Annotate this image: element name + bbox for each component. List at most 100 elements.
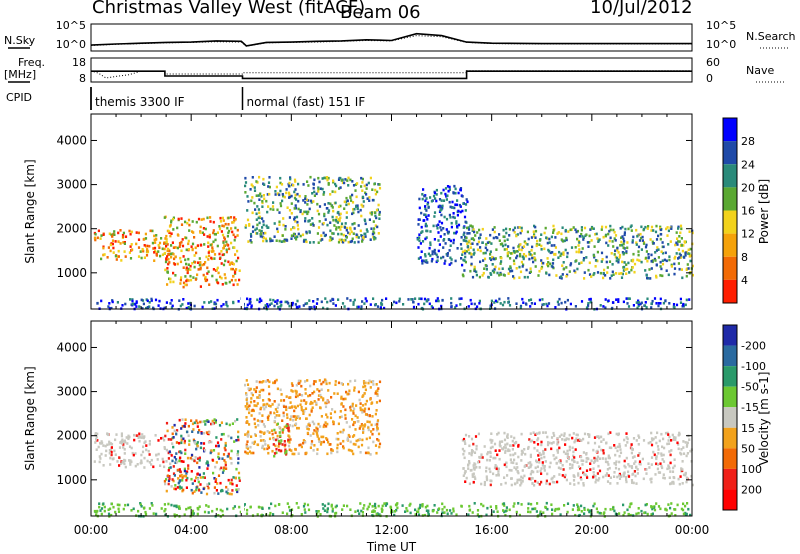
heat-cell — [429, 230, 432, 233]
heat-cell — [633, 270, 636, 274]
heat-cell — [185, 507, 188, 511]
heat-cell — [354, 379, 357, 382]
heat-cell — [635, 482, 638, 485]
heat-cell — [212, 220, 215, 224]
heat-cell — [604, 298, 607, 301]
heat-cell — [661, 259, 664, 262]
heat-cell — [424, 254, 427, 258]
heat-cell — [216, 266, 219, 270]
heat-cell — [438, 220, 441, 223]
heat-cell — [184, 220, 187, 224]
heat-cell — [647, 253, 650, 256]
heat-cell — [357, 236, 360, 239]
heat-cell — [316, 232, 319, 235]
heat-cell — [522, 245, 526, 248]
heat-cell — [175, 431, 178, 434]
heat-cell — [100, 257, 103, 261]
heat-cell — [238, 505, 241, 509]
heat-cell — [600, 440, 603, 443]
heat-cell — [179, 487, 182, 490]
heat-cell — [545, 302, 548, 306]
heat-cell — [155, 234, 158, 237]
heat-cell — [198, 473, 201, 477]
heat-cell — [266, 402, 269, 406]
heat-cell — [618, 256, 621, 259]
heat-cell — [122, 507, 125, 511]
heat-cell — [316, 429, 319, 433]
heat-cell — [187, 424, 190, 428]
heat-cell — [669, 506, 672, 510]
heat-cell — [183, 474, 186, 478]
heat-cell — [681, 276, 684, 280]
heat-cell — [422, 259, 425, 263]
heat-cell — [529, 472, 532, 476]
heat-cell — [449, 256, 452, 260]
heat-cell — [535, 510, 538, 513]
heat-cell — [546, 257, 549, 260]
heat-cell — [519, 243, 522, 246]
heat-cell — [252, 225, 255, 229]
heat-cell — [212, 449, 216, 452]
heat-cell — [627, 463, 630, 466]
heat-cell — [363, 302, 366, 305]
heat-cell — [262, 399, 265, 402]
heat-cell — [483, 480, 486, 484]
heat-cell — [585, 306, 589, 309]
heat-cell — [495, 474, 498, 477]
heat-cell — [419, 242, 422, 245]
heat-cell — [370, 430, 373, 433]
heat-cell — [600, 251, 604, 255]
heat-cell — [108, 449, 111, 452]
heat-cell — [312, 449, 315, 452]
heat-cell — [322, 398, 325, 402]
heat-cell — [359, 229, 362, 233]
heat-cell — [316, 388, 319, 391]
heat-cell — [418, 197, 421, 201]
heat-cell — [530, 302, 533, 305]
heat-cell — [329, 229, 332, 233]
heat-cell — [518, 513, 521, 517]
heat-cell — [367, 407, 370, 411]
heat-cell — [556, 449, 559, 452]
heat-cell — [619, 244, 622, 247]
heat-cell — [198, 257, 201, 260]
heat-cell — [536, 465, 539, 469]
heat-cell — [492, 236, 495, 240]
heat-cell — [354, 443, 357, 446]
heat-cell — [545, 482, 548, 485]
heat-cell — [144, 512, 148, 516]
heat-cell — [253, 201, 256, 205]
heat-cell — [303, 502, 306, 506]
heat-cell — [165, 234, 168, 238]
heat-cell — [138, 435, 141, 439]
heat-cell — [525, 268, 528, 272]
heat-cell — [637, 454, 640, 457]
heat-cell — [370, 213, 373, 216]
heat-cell — [291, 418, 295, 422]
heat-cell — [137, 238, 141, 241]
heat-cell — [290, 415, 293, 418]
heat-cell — [188, 443, 191, 446]
heat-cell — [247, 200, 250, 203]
heat-cell — [299, 210, 302, 214]
heat-cell — [580, 228, 583, 232]
heat-cell — [572, 458, 575, 462]
heat-cell — [592, 448, 595, 452]
heat-cell — [279, 441, 282, 445]
heat-cell — [560, 275, 563, 278]
heat-cell — [503, 504, 506, 507]
heat-cell — [567, 230, 570, 233]
heat-cell — [323, 212, 326, 216]
heat-cell — [646, 297, 649, 301]
heat-cell — [531, 439, 534, 443]
heat-cell — [191, 509, 195, 513]
heat-cell — [527, 447, 530, 450]
heat-cell — [297, 426, 300, 430]
xtick-label-0: 00:00 — [74, 523, 109, 537]
heat-cell — [564, 300, 567, 304]
heat-cell — [515, 256, 518, 260]
heat-cell — [440, 207, 443, 211]
heat-cell — [260, 229, 263, 233]
heat-cell — [216, 244, 219, 248]
heat-cell — [538, 269, 541, 273]
